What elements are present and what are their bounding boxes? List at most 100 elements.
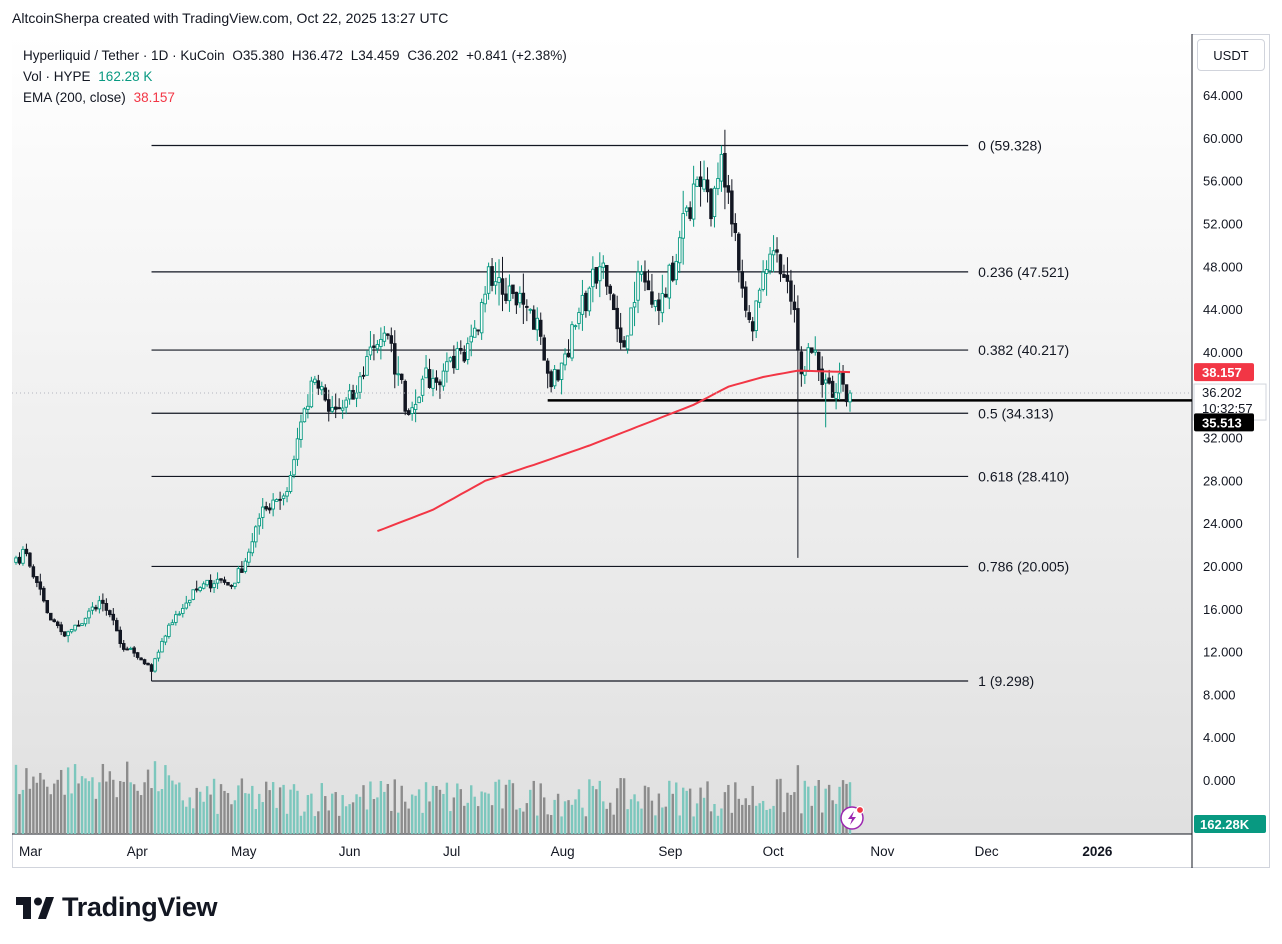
candle-body — [629, 307, 633, 336]
candle-body — [323, 387, 328, 401]
candle-body — [559, 362, 564, 380]
volume-bar — [258, 793, 261, 834]
legend-symbol[interactable]: Hyperliquid / Tether · 1D · KuCoin — [23, 48, 225, 63]
price-chart[interactable]: 0.000 4.000 8.000 12.000 16.000 20.000 24.000 2… — [12, 34, 1270, 868]
volume-bar — [529, 789, 532, 834]
volume-bar — [209, 794, 212, 834]
candle-body — [420, 378, 425, 396]
volume-bar — [511, 783, 515, 834]
y-tick-label: 56.000 — [1203, 174, 1243, 189]
candle-body — [142, 659, 147, 665]
volume-bar — [796, 765, 800, 834]
candle-body — [552, 369, 557, 387]
candle-body — [52, 619, 56, 623]
candle-body — [438, 381, 442, 386]
volume-bar — [629, 799, 633, 834]
volume-bar — [35, 782, 39, 834]
volume-bar — [508, 779, 511, 834]
candle-body — [128, 647, 133, 650]
candle-body — [813, 349, 818, 353]
volume-bar — [803, 780, 807, 834]
volume-bar — [393, 779, 396, 834]
volume-bar — [456, 783, 459, 834]
candle-body — [243, 560, 248, 572]
volume-bar — [414, 795, 417, 834]
candle-body — [667, 264, 672, 299]
candle-body — [782, 274, 786, 278]
y-tick-label: 32.000 — [1203, 431, 1243, 446]
volume-bar — [438, 789, 442, 834]
candle-body — [250, 541, 255, 554]
volume-bar — [473, 796, 476, 834]
volume-bar — [77, 783, 80, 834]
candle-body — [330, 407, 334, 412]
volume-bar — [737, 798, 740, 834]
candle-body — [403, 380, 407, 412]
volume-bar — [230, 804, 233, 834]
volume-bar — [768, 808, 772, 834]
volume-bar — [146, 769, 150, 834]
volume-bar — [407, 808, 410, 834]
candle-body — [42, 587, 46, 602]
volume-bar — [626, 809, 629, 834]
candle-body — [222, 579, 227, 583]
volume-bar — [424, 782, 428, 834]
candle-body — [386, 333, 390, 336]
volume-bar — [56, 779, 59, 834]
legend-change: +0.841 (+2.38%) — [466, 48, 567, 63]
candle-body — [229, 584, 234, 587]
candle-body — [104, 603, 109, 611]
volume-bar — [42, 779, 45, 834]
volume-bar — [661, 807, 664, 834]
candle-body — [49, 612, 53, 621]
legend-ema-value: 38.157 — [133, 90, 175, 105]
volume-bar — [282, 784, 285, 834]
volume-bar — [591, 785, 595, 834]
candle-body — [566, 352, 571, 358]
volume-bar — [494, 781, 497, 834]
volume-bar — [400, 785, 403, 834]
ema-line — [377, 369, 851, 533]
legend-high: H36.472 — [291, 48, 343, 63]
candle-body — [681, 213, 685, 239]
volume-bar — [664, 806, 668, 834]
candle-body — [351, 389, 355, 400]
volume-bar — [63, 794, 66, 834]
candle-body — [521, 292, 526, 305]
candle-body — [187, 599, 192, 604]
candle-body — [844, 384, 849, 403]
volume-bar — [713, 804, 716, 834]
volume-bar — [442, 793, 445, 834]
y-tick-label: 12.000 — [1203, 645, 1243, 660]
currency-unit-button[interactable]: USDT — [1197, 39, 1265, 71]
legend-low: L34.459 — [350, 48, 400, 63]
volume-bar — [563, 801, 567, 834]
y-tick-label: 44.000 — [1203, 302, 1243, 317]
volume-bar — [289, 789, 292, 834]
volume-bar — [480, 791, 483, 834]
candle-body — [730, 190, 734, 225]
candle-body — [354, 392, 359, 399]
candle-body — [632, 302, 637, 308]
volume-bar — [487, 793, 490, 834]
candle-body — [816, 351, 821, 371]
tradingview-logo[interactable]: TradingView — [16, 892, 218, 923]
volume-bar — [348, 804, 351, 834]
candle-body — [118, 629, 122, 644]
volume-bar — [772, 805, 775, 834]
legend-volume-label[interactable]: Vol · HYPE — [23, 69, 91, 84]
volume-bar — [28, 788, 32, 834]
volume-bar — [171, 780, 174, 834]
volume-bar — [814, 785, 817, 834]
volume-bar — [119, 781, 122, 834]
candle-body — [382, 332, 387, 342]
candle-body — [445, 361, 449, 372]
volume-bar — [675, 782, 678, 834]
volume-bar — [185, 806, 188, 834]
candle-body — [149, 664, 154, 672]
volume-bar — [824, 788, 827, 834]
legend-ema-label[interactable]: EMA (200, close) — [23, 90, 126, 105]
candle-body — [271, 499, 275, 510]
volume-bar — [195, 787, 198, 834]
volume-bar — [817, 780, 820, 834]
